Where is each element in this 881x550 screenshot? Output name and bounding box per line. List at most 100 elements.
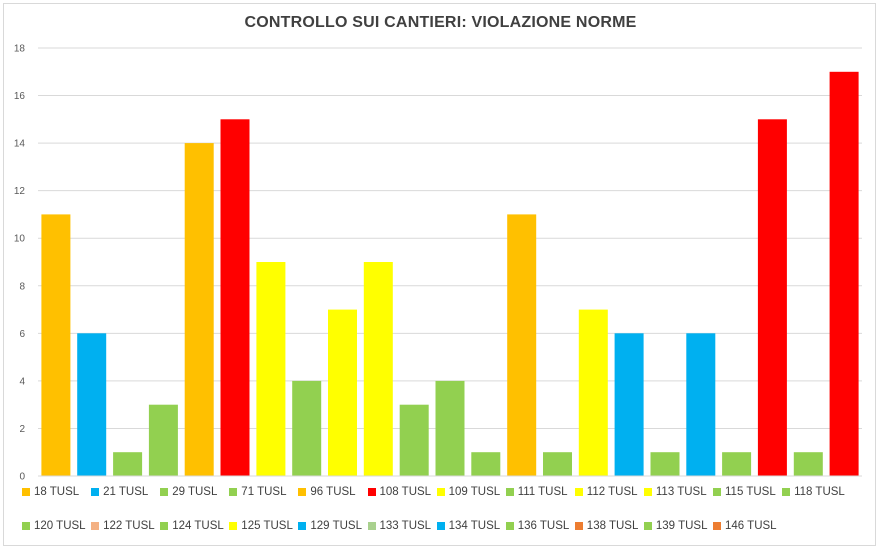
bar-122-tusl [507,214,537,476]
bar-96-tusl [184,143,214,476]
bar-21-tusl [77,333,107,476]
legend-swatch [22,522,30,530]
legend-swatch [574,488,583,496]
legend-label: 96 TUSL [310,486,356,498]
legend-swatch [22,488,30,496]
legend-item: 125 TUSL [229,520,293,532]
y-tick-label: 16 [14,91,26,102]
legend-label: 136 TUSL [517,520,570,532]
legend-label: 139 TUSL [655,520,708,532]
legend-swatch [298,522,307,530]
legend-label: 129 TUSL [310,520,362,532]
bar-124-tusl [543,452,572,476]
legend-label: 21 TUSL [103,486,149,498]
legend-label: 125 TUSL [241,520,293,532]
y-tick-label: 10 [14,234,26,245]
legend-swatch [229,488,238,496]
legend-label: 111 TUSL [517,486,568,498]
legend-item: 122 TUSL [91,520,155,532]
legend-swatch [367,522,376,530]
legend-item: 129 TUSL [298,520,362,532]
legend-label: 29 TUSL [172,486,218,498]
legend-label: 71 TUSL [241,486,287,498]
legend-swatch [436,522,445,530]
y-tick-label: 18 [14,44,26,55]
y-tick-label: 0 [19,472,25,483]
legend-item: 109 TUSL [436,486,500,498]
legend-item: 108 TUSL [367,486,432,498]
legend-item: 146 TUSL [713,520,777,532]
bar-120-tusl [471,452,501,476]
bar-118-tusl [435,380,465,476]
bar-109-tusl [256,262,286,476]
legend-item: 29 TUSL [160,486,217,498]
legend-swatch [782,488,791,496]
bar-18-tusl [41,214,71,476]
legend-swatch [713,522,721,530]
legend-item: 136 TUSL [505,520,570,532]
bar-129-tusl [614,333,644,476]
legend-label: 118 TUSL [794,486,845,498]
bar-125-tusl [578,309,608,476]
legend-swatch [505,522,514,530]
legend-label: 133 TUSL [379,520,432,532]
bar-112-tusl [328,309,357,476]
legend-swatch [298,488,307,496]
legend-label: 18 TUSL [34,486,80,498]
legend-swatch [643,488,652,496]
legend-label: 108 TUSL [379,486,432,498]
legend-item: 118 TUSL [782,486,845,498]
legend-label: 115 TUSL [725,486,776,498]
bar-146-tusl [829,71,859,477]
bar-71-tusl [148,404,178,476]
chart-title: CONTROLLO SUI CANTIERI: VIOLAZIONE NORME [244,14,637,31]
y-tick-label: 12 [14,186,26,197]
legend-label: 120 TUSL [34,520,86,532]
legend-item: 133 TUSL [367,520,432,532]
legend-label: 113 TUSL [655,486,707,498]
bar-29-tusl [113,452,143,476]
y-tick-label: 6 [19,329,25,340]
legend-swatch [160,522,169,530]
legend-label: 124 TUSL [172,520,224,532]
legend-item: 18 TUSL [22,486,79,498]
legend-swatch [91,522,100,530]
legend-label: 122 TUSL [103,520,155,532]
bar-139-tusl [793,452,823,476]
bar-115-tusl [399,404,429,476]
legend-swatch [713,488,721,496]
bar-138-tusl [757,119,787,477]
bar-136-tusl [722,452,752,476]
legend-item: 120 TUSL [22,520,86,532]
legend-item: 71 TUSL [229,486,286,498]
legend-swatch [505,488,514,496]
legend-label: 112 TUSL [586,486,638,498]
legend-swatch [436,488,445,496]
y-tick-label: 2 [19,424,25,435]
legend-label: 146 TUSL [725,520,777,532]
legend-swatch [367,488,376,496]
bar-108-tusl [220,119,250,477]
legend-label: 138 TUSL [586,520,639,532]
legend-label: 134 TUSL [448,520,501,532]
legend-item: 112 TUSL [574,486,638,498]
legend-item: 96 TUSL [298,486,356,498]
legend-item: 111 TUSL [505,486,568,498]
legend-item: 115 TUSL [713,486,776,498]
legend-item: 124 TUSL [160,520,224,532]
legend-item: 113 TUSL [643,486,707,498]
legend-swatch [91,488,100,496]
legend-item: 139 TUSL [643,520,708,532]
legend-item: 134 TUSL [436,520,501,532]
y-tick-label: 4 [19,376,25,387]
legend-swatch [160,488,169,496]
legend-item: 138 TUSL [574,520,639,532]
legend-item: 21 TUSL [91,486,148,498]
legend-swatch [574,522,583,530]
legend-swatch [643,522,652,530]
y-tick-label: 14 [14,139,26,150]
bar-113-tusl [363,262,393,476]
bar-134-tusl [686,333,716,476]
legend-swatch [229,522,238,530]
